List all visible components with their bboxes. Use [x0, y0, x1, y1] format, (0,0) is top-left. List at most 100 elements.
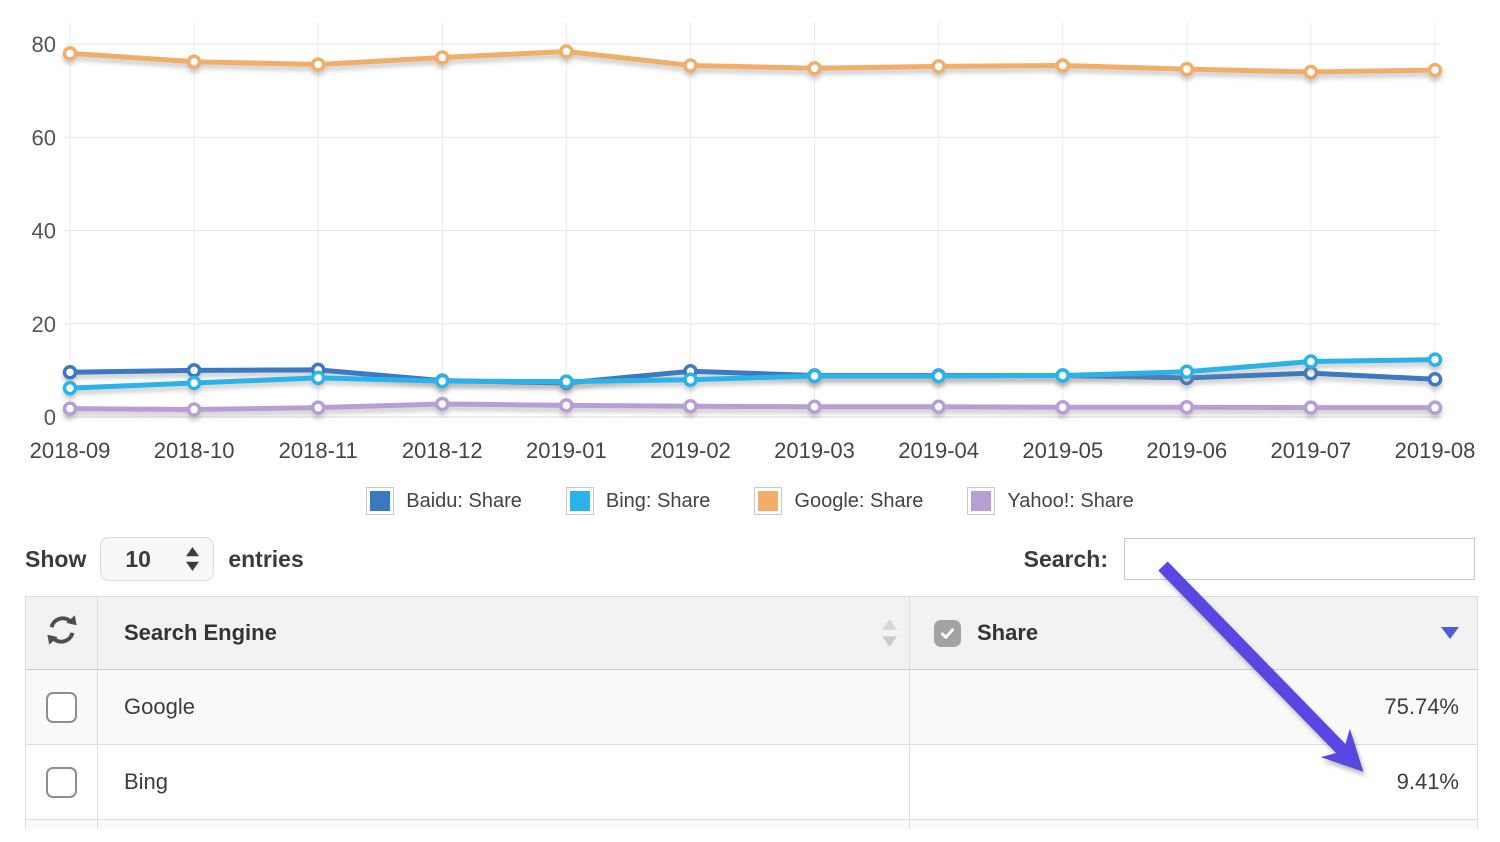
table-row-google: Google 75.74% — [25, 669, 1478, 745]
y-tick-label: 60 — [32, 125, 56, 150]
legend-item-google[interactable]: Google: Share — [754, 487, 923, 515]
page-size-select[interactable]: 10 — [100, 537, 215, 581]
table-row-partial — [25, 819, 1478, 829]
legend-item-baidu[interactable]: Baidu: Share — [366, 487, 522, 515]
data-point — [62, 380, 78, 396]
legend-swatch — [366, 487, 395, 515]
x-tick-label: 2019-04 — [898, 438, 979, 463]
data-point — [1427, 62, 1443, 78]
data-point — [807, 368, 822, 384]
data-point — [1179, 61, 1195, 77]
data-point — [310, 57, 326, 72]
data-point — [1055, 399, 1070, 415]
y-tick-label: 0 — [44, 405, 56, 430]
legend-swatch — [967, 487, 996, 515]
search-label: Search: — [1023, 545, 1108, 572]
data-point — [62, 364, 78, 380]
table-row-bing: Bing 9.41% — [25, 744, 1478, 820]
share-value-cell: 75.74% — [909, 669, 1478, 745]
data-point — [931, 59, 946, 74]
stepper-icon — [186, 547, 200, 571]
series-google — [62, 44, 1443, 80]
entries-label: entries — [228, 545, 304, 572]
refresh-header-cell[interactable] — [25, 596, 98, 670]
data-point — [1303, 354, 1319, 369]
sort-icon[interactable] — [882, 619, 897, 647]
legend-label: Yahoo!: Share — [1007, 489, 1134, 512]
y-tick-label: 40 — [32, 219, 56, 244]
sort-desc-icon[interactable] — [1441, 627, 1459, 639]
x-tick-label: 2019-06 — [1146, 438, 1227, 463]
x-tick-label: 2018-09 — [30, 438, 111, 463]
select-all-checkbox[interactable] — [934, 619, 961, 647]
data-point — [310, 400, 326, 415]
chart-gridlines — [65, 22, 1440, 418]
check-icon — [940, 627, 955, 639]
column-header-search-engine[interactable]: Search Engine — [97, 596, 910, 670]
data-point — [559, 44, 574, 59]
data-point — [931, 368, 946, 384]
chart-series — [62, 44, 1443, 417]
series-yahoo — [62, 396, 1443, 417]
legend-swatch — [754, 487, 783, 515]
engine-name-cell: Google — [97, 669, 910, 745]
data-point — [62, 46, 78, 61]
data-point — [186, 402, 202, 417]
x-tick-label: 2018-10 — [154, 438, 235, 463]
page-size-value: 10 — [125, 545, 151, 572]
x-tick-label: 2019-02 — [650, 438, 731, 463]
data-point — [1055, 368, 1070, 383]
data-point — [186, 375, 202, 391]
table-controls: Show 10 entries Search: — [25, 536, 1475, 582]
x-tick-label: 2019-01 — [526, 438, 607, 463]
data-point — [683, 58, 698, 73]
x-tick-label: 2019-05 — [1022, 438, 1103, 463]
data-point — [683, 372, 698, 387]
legend-swatch — [565, 487, 594, 515]
legend-label: Bing: Share — [605, 489, 711, 512]
data-point — [435, 50, 450, 65]
data-point — [1427, 371, 1443, 387]
data-point — [931, 399, 946, 414]
legend-item-bing[interactable]: Bing: Share — [565, 487, 711, 515]
data-point — [1303, 400, 1319, 415]
legend-label: Baidu: Share — [406, 489, 522, 512]
data-point — [1427, 352, 1443, 367]
data-point — [807, 60, 822, 76]
data-point — [559, 374, 574, 389]
column-header-share[interactable]: Share — [909, 596, 1478, 670]
data-point — [1303, 365, 1319, 381]
x-tick-label: 2019-08 — [1395, 438, 1476, 463]
y-axis-labels: 0 20 40 60 80 — [32, 32, 56, 430]
show-label: Show — [25, 545, 87, 572]
data-point — [310, 370, 326, 386]
data-point — [559, 398, 574, 413]
legend-label: Google: Share — [794, 489, 924, 512]
data-point — [435, 373, 450, 389]
share-value-cell: 9.41% — [909, 744, 1478, 820]
y-tick-label: 20 — [32, 312, 56, 337]
x-tick-label: 2018-12 — [402, 438, 483, 463]
search-input[interactable] — [1124, 538, 1475, 580]
data-point — [1179, 399, 1195, 415]
row-checkbox[interactable] — [46, 691, 77, 723]
data-point — [186, 54, 202, 69]
data-point — [1179, 364, 1195, 380]
x-tick-label: 2019-07 — [1271, 438, 1352, 463]
x-tick-label: 2018-11 — [279, 438, 358, 463]
data-point — [683, 399, 698, 414]
legend-item-yahoo[interactable]: Yahoo!: Share — [967, 487, 1134, 515]
data-point — [1055, 58, 1070, 73]
data-point — [1427, 400, 1443, 415]
data-point — [807, 399, 822, 414]
y-tick-label: 80 — [32, 32, 56, 57]
data-point — [1303, 64, 1319, 80]
x-tick-label: 2019-03 — [774, 438, 855, 463]
search-engine-table: Search Engine Share — [25, 596, 1478, 829]
series-bing — [62, 352, 1443, 396]
refresh-icon[interactable] — [45, 613, 79, 647]
row-checkbox[interactable] — [46, 766, 77, 798]
engine-name-cell: Bing — [97, 744, 910, 820]
x-axis-labels: 2018-09 2018-10 2018-11 2018-12 2019-01 2019-… — [30, 438, 1476, 463]
